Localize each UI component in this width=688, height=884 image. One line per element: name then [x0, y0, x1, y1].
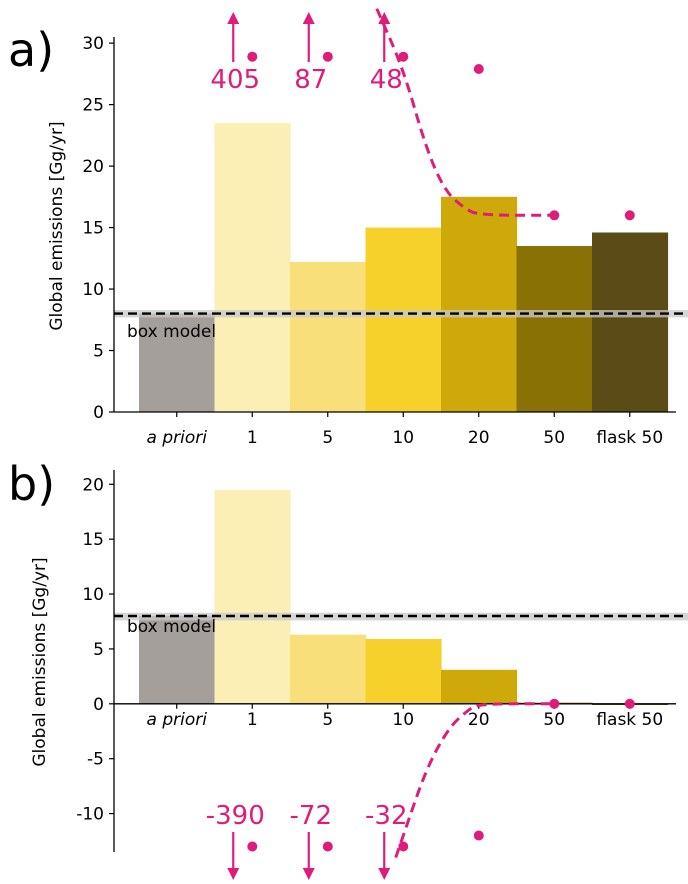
- magenta-dot: [322, 841, 333, 852]
- x-tick-label: a priori: [147, 428, 208, 448]
- offscale-label: 48: [370, 65, 403, 95]
- y-tick-label: 20: [82, 157, 104, 177]
- magenta-dot: [398, 51, 409, 62]
- bar-a-priori: [139, 616, 216, 704]
- offscale-arrow-head: [302, 12, 315, 24]
- magenta-dashed-curve: [394, 702, 555, 858]
- offscale-arrow-head: [227, 12, 240, 24]
- magenta-dot: [624, 210, 635, 221]
- offscale-arrow-head: [227, 868, 240, 880]
- panel-a: a) Global emissions [Gg/yr] box model 0 5…: [8, 8, 688, 448]
- bar-5: [290, 634, 367, 704]
- bar-50: [516, 246, 593, 412]
- magenta-dot: [473, 64, 484, 74]
- bar-5: [290, 262, 367, 412]
- y-tick-label: 25: [82, 96, 104, 116]
- magenta-dashed-curve: [375, 8, 555, 217]
- reference-label: box model: [127, 617, 216, 637]
- y-tick-label: 5: [93, 640, 104, 660]
- x-tick-label: 5: [322, 428, 333, 448]
- bar-flask-50: [592, 232, 669, 412]
- panel-a-bars: [139, 123, 669, 412]
- x-tick-label: flask 50: [596, 428, 663, 448]
- magenta-dot: [247, 841, 258, 852]
- panel-a-ylabel: Global emissions [Gg/yr]: [47, 121, 67, 330]
- offscale-label: 87: [294, 65, 327, 95]
- y-tick-label: 15: [82, 219, 104, 239]
- bar-1: [214, 123, 291, 412]
- reference-label: box model: [127, 322, 216, 342]
- bar-a-priori: [139, 313, 216, 412]
- panel-a-overlay: 405 87 48: [210, 8, 635, 221]
- panel-b-ylabel: Global emissions [Gg/yr]: [30, 557, 50, 766]
- y-tick-label: 0: [93, 695, 104, 715]
- panel-b: b) Global emissions [Gg/yr] box model -1…: [8, 457, 688, 880]
- offscale-label: -32: [365, 801, 407, 831]
- offscale-arrow-head: [378, 868, 391, 880]
- x-tick-label: 1: [247, 710, 258, 730]
- bar-1: [214, 489, 291, 704]
- offscale-label: -390: [206, 801, 265, 831]
- offscale-arrow-head: [378, 12, 391, 24]
- offscale-label: 405: [210, 65, 260, 95]
- magenta-dot: [549, 210, 560, 221]
- y-tick-label: 10: [82, 280, 104, 300]
- panel-a-reference: box model: [114, 310, 688, 342]
- y-tick-label: 10: [82, 585, 104, 605]
- x-tick-label: 1: [247, 428, 258, 448]
- x-tick-label: 50: [543, 710, 565, 730]
- bar-10: [365, 227, 442, 412]
- magenta-dot: [624, 698, 635, 709]
- panel-b-bars: [139, 489, 669, 705]
- panel-b-overlay: -390 -72 -32: [206, 698, 635, 880]
- x-tick-label: 10: [392, 710, 414, 730]
- y-tick-label: 15: [82, 530, 104, 550]
- x-tick-label: 20: [468, 428, 490, 448]
- y-tick-label: 30: [82, 34, 104, 54]
- y-tick-label: -10: [76, 805, 104, 825]
- bar-20: [441, 196, 518, 412]
- y-tick-label: 20: [82, 475, 104, 495]
- magenta-dot: [398, 841, 409, 852]
- bar-20: [441, 669, 518, 704]
- magenta-dot: [549, 698, 560, 709]
- offscale-arrow-head: [302, 868, 315, 880]
- offscale-label: -72: [290, 801, 332, 831]
- panel-a-letter: a): [8, 23, 54, 77]
- magenta-dot: [322, 51, 333, 62]
- x-tick-label: 5: [322, 710, 333, 730]
- panel-b-letter: b): [8, 457, 55, 511]
- x-tick-label: a priori: [147, 710, 208, 730]
- x-tick-label: 50: [543, 428, 565, 448]
- x-tick-label: 10: [392, 428, 414, 448]
- y-tick-label: 5: [93, 342, 104, 362]
- y-tick-label: -5: [87, 750, 104, 770]
- magenta-dot: [247, 51, 258, 62]
- x-tick-label: flask 50: [596, 710, 663, 730]
- x-tick-label: 20: [468, 710, 490, 730]
- panel-b-reference: box model: [114, 612, 688, 637]
- magenta-dot: [473, 830, 484, 841]
- y-tick-label: 0: [93, 403, 104, 423]
- bar-10: [365, 639, 442, 704]
